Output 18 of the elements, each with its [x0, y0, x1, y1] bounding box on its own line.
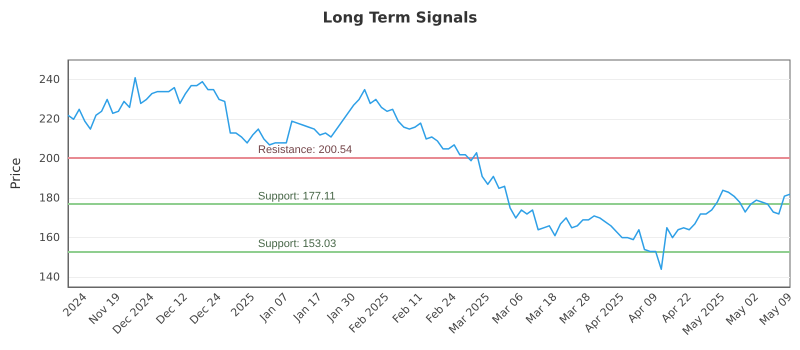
x-tick-label: Jan 07	[256, 290, 291, 325]
y-tick-label: 180	[39, 192, 60, 205]
y-tick-label: 200	[39, 152, 60, 166]
ref-line-label: Resistance: 200.54	[258, 144, 352, 156]
y-axis-title: Price	[9, 158, 24, 190]
line-series	[67, 77, 791, 270]
x-tick-label: Feb 11	[390, 290, 426, 326]
ref-line-label: Support: 177.11	[258, 190, 336, 202]
y-tick-label: 240	[39, 73, 60, 86]
x-tick-label: Mar 06	[490, 290, 526, 327]
ref-line-label: Support: 153.03	[258, 238, 336, 250]
y-tick-label: 220	[39, 112, 60, 126]
y-tick-label: 160	[39, 231, 60, 244]
x-tick-label: Jan 17	[290, 290, 324, 325]
x-tick-label: Mar 18	[523, 290, 560, 327]
x-tick-label: Apr 09	[625, 290, 660, 326]
chart-title: Long Term Signals	[322, 8, 478, 26]
y-tick-label: 140	[39, 270, 60, 284]
